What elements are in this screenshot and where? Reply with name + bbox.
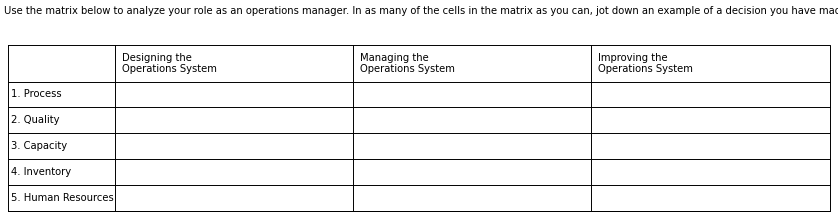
Text: Use the matrix below to analyze your role as an operations manager. In as many o: Use the matrix below to analyze your rol… bbox=[4, 6, 838, 17]
Text: 3. Capacity: 3. Capacity bbox=[11, 141, 67, 151]
Text: Designing the
Operations System: Designing the Operations System bbox=[122, 52, 217, 74]
Text: 5. Human Resources: 5. Human Resources bbox=[11, 193, 114, 203]
Text: Managing the
Operations System: Managing the Operations System bbox=[360, 52, 455, 74]
Text: 2. Quality: 2. Quality bbox=[11, 115, 59, 125]
Text: 1. Process: 1. Process bbox=[11, 89, 61, 100]
Text: Improving the
Operations System: Improving the Operations System bbox=[598, 52, 693, 74]
Text: 4. Inventory: 4. Inventory bbox=[11, 167, 71, 177]
